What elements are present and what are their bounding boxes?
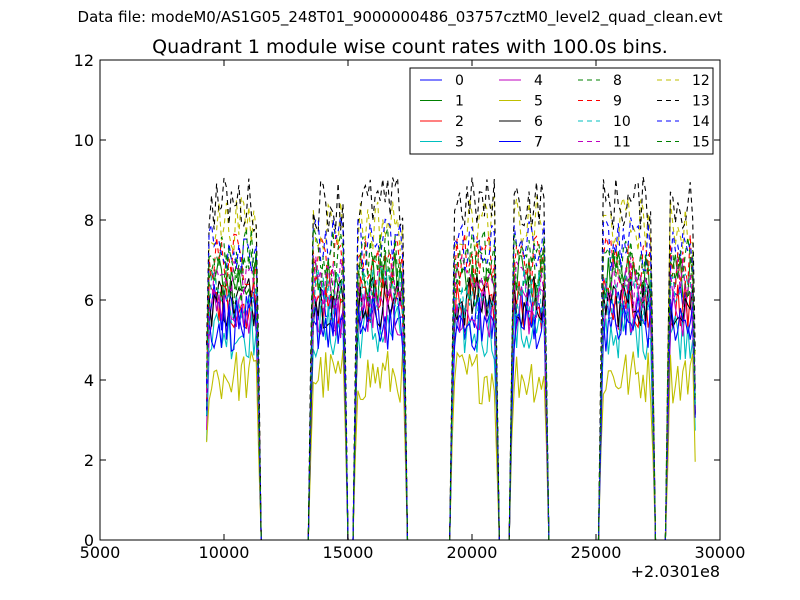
legend-label-14: 14 bbox=[692, 114, 710, 130]
legend-label-13: 13 bbox=[692, 94, 710, 110]
legend-label-11: 11 bbox=[613, 135, 631, 151]
y-tick-label: 12 bbox=[74, 51, 94, 70]
legend-label-1: 1 bbox=[455, 94, 464, 110]
chart-title: Quadrant 1 module wise count rates with … bbox=[152, 36, 668, 58]
legend-box bbox=[409, 67, 714, 155]
legend-label-12: 12 bbox=[692, 73, 710, 89]
legend-label-5: 5 bbox=[534, 94, 543, 110]
legend-label-9: 9 bbox=[613, 94, 622, 110]
legend-label-7: 7 bbox=[534, 135, 543, 151]
x-offset-label: +2.0301e8 bbox=[631, 562, 720, 581]
y-tick-label: 0 bbox=[84, 531, 94, 550]
y-tick-label: 4 bbox=[84, 371, 94, 390]
figure-suptitle: Data file: modeM0/AS1G05_248T01_90000004… bbox=[77, 8, 723, 26]
y-tick-label: 8 bbox=[84, 211, 94, 230]
legend-label-10: 10 bbox=[613, 114, 631, 130]
y-tick-label: 6 bbox=[84, 291, 94, 310]
legend-label-4: 4 bbox=[534, 73, 543, 89]
x-tick-label: 20000 bbox=[447, 543, 498, 562]
legend-label-8: 8 bbox=[613, 73, 622, 89]
legend-label-15: 15 bbox=[692, 135, 710, 151]
series-line-10 bbox=[206, 267, 696, 541]
x-tick-label: 15000 bbox=[323, 543, 374, 562]
legend-label-2: 2 bbox=[455, 114, 464, 130]
y-tick-label: 2 bbox=[84, 451, 94, 470]
x-tick-label: 30000 bbox=[695, 543, 746, 562]
x-tick-label: 5000 bbox=[80, 543, 121, 562]
y-tick-label: 10 bbox=[74, 131, 94, 150]
legend-label-0: 0 bbox=[455, 73, 464, 89]
x-tick-label: 25000 bbox=[571, 543, 622, 562]
x-tick-label: 10000 bbox=[199, 543, 250, 562]
legend-label-3: 3 bbox=[455, 135, 464, 151]
legend-label-6: 6 bbox=[534, 114, 543, 130]
x-axis: 5000 10000 15000 20000 25000 30000 bbox=[80, 60, 746, 562]
